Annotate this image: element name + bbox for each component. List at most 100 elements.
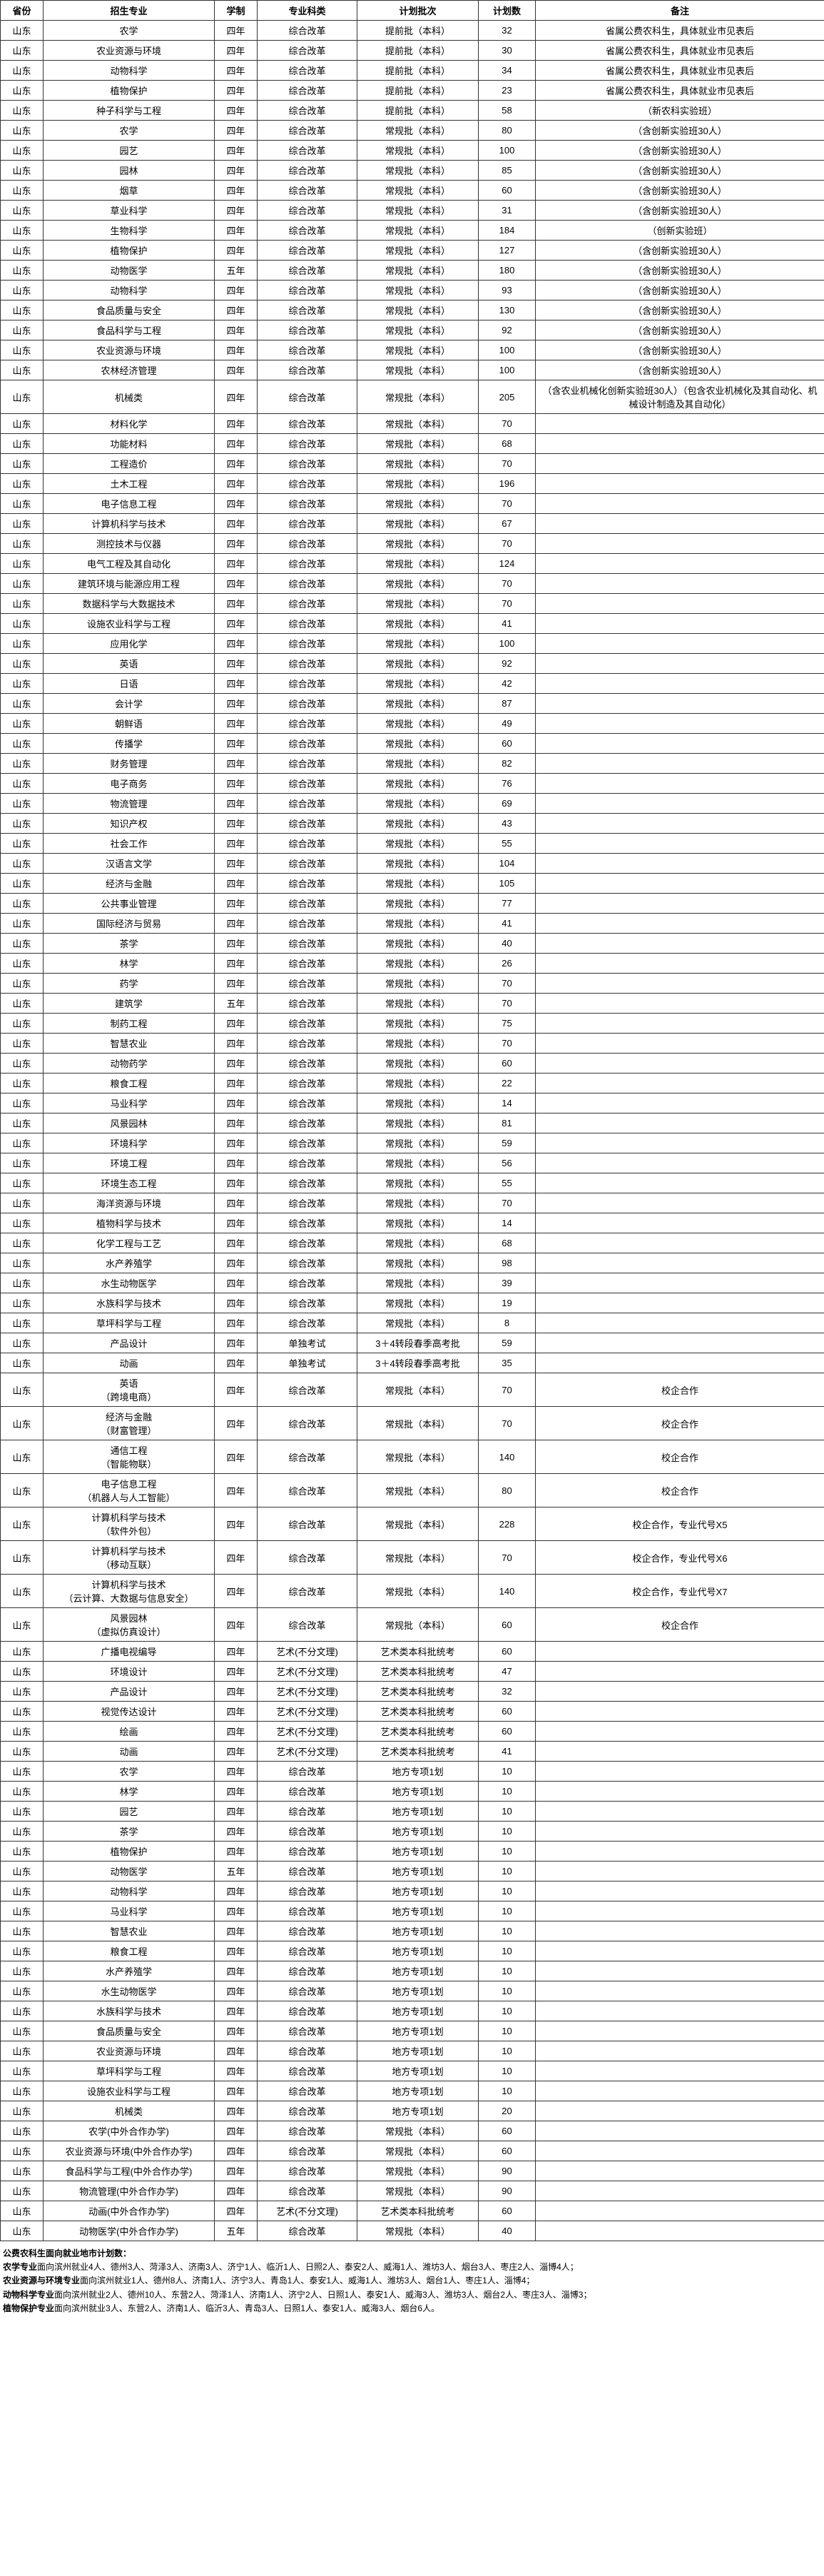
table-row: 山东动画四年艺术(不分文理)艺术类本科批统考41 <box>1 1742 824 1762</box>
cell-5: 196 <box>479 474 536 494</box>
cell-4: 提前批（本科） <box>357 81 479 101</box>
table-row: 山东设施农业科学与工程四年综合改革地方专项1划10 <box>1 2081 824 2101</box>
cell-6 <box>536 474 824 494</box>
cell-6 <box>536 674 824 694</box>
cell-0: 山东 <box>1 734 44 754</box>
cell-0: 山东 <box>1 974 44 994</box>
cell-0: 山东 <box>1 1407 44 1440</box>
cell-3: 综合改革 <box>258 2121 357 2141</box>
cell-1: 机械类 <box>44 2101 215 2121</box>
cell-3: 综合改革 <box>258 1153 357 1173</box>
cell-5: 70 <box>479 994 536 1014</box>
cell-3: 综合改革 <box>258 1608 357 1642</box>
cell-2: 四年 <box>215 614 258 634</box>
cell-4: 常规批（本科） <box>357 281 479 300</box>
cell-3: 综合改革 <box>258 281 357 300</box>
cell-1: 水生动物医学 <box>44 1273 215 1293</box>
cell-4: 常规批（本科） <box>357 634 479 654</box>
cell-5: 10 <box>479 1782 536 1802</box>
cell-5: 43 <box>479 814 536 834</box>
cell-3: 综合改革 <box>258 514 357 534</box>
cell-6: 校企合作 <box>536 1608 824 1642</box>
cell-3: 综合改革 <box>258 1213 357 1233</box>
cell-0: 山东 <box>1 454 44 474</box>
table-row: 山东日语四年综合改革常规批（本科）42 <box>1 674 824 694</box>
cell-4: 常规批（本科） <box>357 534 479 554</box>
cell-2: 四年 <box>215 360 258 380</box>
cell-0: 山东 <box>1 1782 44 1802</box>
cell-5: 60 <box>479 1054 536 1074</box>
cell-5: 49 <box>479 714 536 734</box>
cell-0: 山东 <box>1 1981 44 2001</box>
cell-5: 60 <box>479 1702 536 1722</box>
cell-4: 地方专项1划 <box>357 1862 479 1882</box>
cell-1: 环境科学 <box>44 1133 215 1153</box>
cell-2: 四年 <box>215 281 258 300</box>
cell-2: 四年 <box>215 1474 258 1507</box>
cell-1: 烟草 <box>44 181 215 201</box>
cell-5: 42 <box>479 674 536 694</box>
cell-1: 制药工程 <box>44 1014 215 1034</box>
cell-2: 四年 <box>215 181 258 201</box>
cell-3: 综合改革 <box>258 554 357 574</box>
cell-1: 广播电视编导 <box>44 1642 215 1662</box>
cell-0: 山东 <box>1 1093 44 1113</box>
cell-4: 常规批（本科） <box>357 1153 479 1173</box>
cell-6 <box>536 914 824 934</box>
cell-0: 山东 <box>1 894 44 914</box>
cell-4: 常规批（本科） <box>357 1213 479 1233</box>
table-row: 山东林学四年综合改革地方专项1划10 <box>1 1782 824 1802</box>
cell-0: 山东 <box>1 1074 44 1093</box>
cell-5: 85 <box>479 161 536 181</box>
cell-3: 综合改革 <box>258 1173 357 1193</box>
cell-0: 山东 <box>1 554 44 574</box>
cell-5: 127 <box>479 241 536 261</box>
cell-5: 70 <box>479 414 536 434</box>
cell-1: 电子信息工程 <box>44 494 215 514</box>
cell-6: （含创新实验班30人） <box>536 161 824 181</box>
cell-0: 山东 <box>1 1353 44 1373</box>
cell-2: 四年 <box>215 1608 258 1642</box>
table-row: 山东动物科学四年综合改革地方专项1划10 <box>1 1882 824 1901</box>
cell-3: 综合改革 <box>258 2001 357 2021</box>
cell-6: （含创新实验班30人） <box>536 320 824 340</box>
cell-2: 四年 <box>215 2041 258 2061</box>
cell-5: 22 <box>479 1074 536 1093</box>
cell-2: 四年 <box>215 774 258 794</box>
table-row: 山东知识产权四年综合改革常规批（本科）43 <box>1 814 824 834</box>
cell-2: 四年 <box>215 1822 258 1842</box>
cell-3: 综合改革 <box>258 161 357 181</box>
cell-4: 艺术类本科批统考 <box>357 1702 479 1722</box>
cell-2: 四年 <box>215 2101 258 2121</box>
cell-1: 茶学 <box>44 934 215 954</box>
cell-1: 草坪科学与工程 <box>44 1313 215 1333</box>
cell-3: 综合改革 <box>258 1822 357 1842</box>
cell-2: 四年 <box>215 1642 258 1662</box>
cell-3: 综合改革 <box>258 1575 357 1608</box>
table-row: 山东智慧农业四年综合改革常规批（本科）70 <box>1 1034 824 1054</box>
cell-2: 四年 <box>215 1313 258 1333</box>
footnote-item: 植物保护专业面向滨州就业3人、东营2人、济南1人、临沂3人、青岛3人、日照1人、… <box>3 2302 821 2315</box>
cell-1: 数据科学与大数据技术 <box>44 594 215 614</box>
cell-4: 常规批（本科） <box>357 934 479 954</box>
cell-3: 综合改革 <box>258 1901 357 1921</box>
cell-5: 34 <box>479 61 536 81</box>
cell-2: 四年 <box>215 954 258 974</box>
cell-0: 山东 <box>1 814 44 834</box>
cell-6 <box>536 2021 824 2041</box>
cell-4: 常规批（本科） <box>357 2221 479 2241</box>
table-row: 山东草业科学四年综合改革常规批（本科）31（含创新实验班30人） <box>1 201 824 221</box>
cell-4: 常规批（本科） <box>357 2161 479 2181</box>
cell-0: 山东 <box>1 1941 44 1961</box>
cell-6 <box>536 754 824 774</box>
cell-1: 社会工作 <box>44 834 215 854</box>
cell-2: 四年 <box>215 1762 258 1782</box>
cell-6 <box>536 1642 824 1662</box>
cell-1: 材料化学 <box>44 414 215 434</box>
cell-4: 常规批（本科） <box>357 1133 479 1153</box>
cell-5: 10 <box>479 2001 536 2021</box>
cell-4: 常规批（本科） <box>357 754 479 774</box>
cell-2: 四年 <box>215 141 258 161</box>
cell-0: 山东 <box>1 474 44 494</box>
cell-0: 山东 <box>1 534 44 554</box>
